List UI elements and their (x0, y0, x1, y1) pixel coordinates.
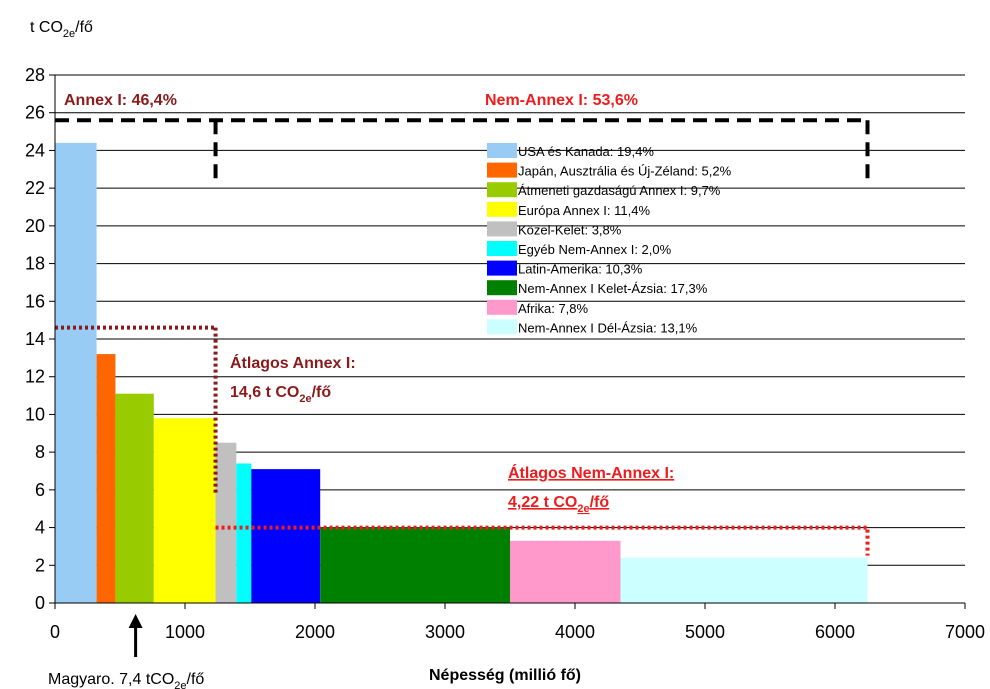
legend-swatch (487, 260, 517, 276)
annex-average-value-sub: 2e (299, 393, 311, 405)
legend-swatch (487, 280, 517, 296)
y-tick-label: 18 (25, 254, 45, 274)
y-tick-label: 20 (25, 216, 45, 236)
bar (320, 527, 510, 603)
legend-entry: Afrika: 7,8% (518, 301, 589, 316)
legend: USA és Kanada: 19,4% Japán, Ausztrália és… (487, 143, 732, 335)
y-tick-label: 10 (25, 404, 45, 424)
y-tick-label: 8 (35, 442, 45, 462)
legend-swatch (487, 143, 517, 158)
annex-bracket (55, 118, 870, 187)
bar (115, 393, 154, 603)
legend-swatch (487, 299, 517, 315)
y-tick-label: 26 (25, 103, 45, 123)
annex-average-label: Átlagos Annex I: (230, 353, 356, 372)
x-tick-label: 7000 (945, 622, 985, 642)
annex-average-value-unit: /fő (312, 384, 332, 401)
x-axis-label: Népesség (millió fő) (429, 667, 581, 684)
legend-entry: Közel-Kelet: 3,8% (518, 222, 622, 237)
bar (55, 142, 97, 603)
bar (153, 418, 216, 603)
bars (55, 142, 868, 603)
bar (620, 557, 868, 603)
legend-swatch (487, 162, 517, 178)
legend-entry: Átmeneti gazdaságú Annex I: 9,7% (518, 183, 721, 198)
x-tick-label: 4000 (555, 622, 595, 642)
marker-label: Magyaro. 7,4 tCO2e/fő (48, 671, 204, 689)
marker-arrow-head (128, 614, 143, 628)
y-tick-label: 2 (35, 555, 45, 575)
y-tick-label: 16 (25, 291, 45, 311)
annex-average-value: 14,6 t CO2e/fő (230, 384, 331, 405)
non-annex-average-value-sub: 2e (577, 503, 589, 515)
legend-entry: Nem-Annex I Kelet-Ázsia: 17,3% (518, 281, 708, 296)
bar (236, 463, 252, 603)
bar (510, 540, 621, 603)
non-annex-share-label: Nem-Annex I: 53,6% (485, 92, 638, 109)
legend-entry: Egyéb Nem-Annex I: 2,0% (518, 242, 672, 257)
bar (251, 469, 321, 603)
x-tick-label: 5000 (685, 622, 725, 642)
y-tick-label: 24 (25, 140, 45, 160)
bar (96, 354, 116, 603)
legend-entry: Latin-Amerika: 10,3% (518, 262, 643, 277)
marker-label-unit: /fő (187, 671, 205, 688)
legend-swatch (487, 319, 517, 335)
legend-entry: USA és Kanada: 19,4% (518, 144, 654, 159)
annex-share-label: Annex I: 46,4% (64, 92, 177, 109)
y-tick-label: 0 (35, 593, 45, 613)
non-annex-average-label: Átlagos Nem-Annex I: (508, 463, 674, 482)
bar (215, 442, 237, 603)
legend-entry: Japán, Ausztrália és Új-Zéland: 5,2% (518, 164, 732, 179)
annotations: Annex I: 46,4% Nem-Annex I: 53,6% Átlagos … (48, 92, 674, 689)
legend-swatch (487, 201, 517, 217)
legend-swatch (487, 182, 517, 198)
y-tick-label: 6 (35, 480, 45, 500)
x-tick-label: 2000 (295, 622, 335, 642)
legend-swatch (487, 241, 517, 256)
y-axis-label: t CO2e/fő (30, 19, 93, 40)
average-lines (55, 325, 870, 556)
legend-swatch (487, 221, 517, 237)
y-tick-label: 14 (25, 329, 45, 349)
y-tick-label: 4 (35, 518, 45, 538)
average-line (215, 525, 870, 556)
y-tick-label: 22 (25, 178, 45, 198)
x-tick-label: 3000 (425, 622, 465, 642)
non-annex-average-value-main: 4,22 t CO (508, 494, 577, 511)
non-annex-average-value: 4,22 t CO2e/fő (508, 494, 609, 515)
x-tick-label: 0 (50, 622, 60, 642)
marker-label-main: Magyaro. 7,4 tCO (48, 671, 174, 688)
y-tick-label: 28 (25, 65, 45, 85)
non-annex-average-value-unit: /fő (590, 494, 610, 511)
annex-average-value-main: 14,6 t CO (230, 384, 299, 401)
x-tick-label: 6000 (815, 622, 855, 642)
y-tick-label: 12 (25, 367, 45, 387)
legend-entry: Nem-Annex I Dél-Ázsia: 13,1% (518, 320, 698, 335)
gridlines (55, 74, 965, 566)
marker-label-sub: 2e (174, 680, 186, 689)
legend-entry: Európa Annex I: 11,4% (518, 203, 650, 218)
x-tick-label: 1000 (165, 622, 205, 642)
